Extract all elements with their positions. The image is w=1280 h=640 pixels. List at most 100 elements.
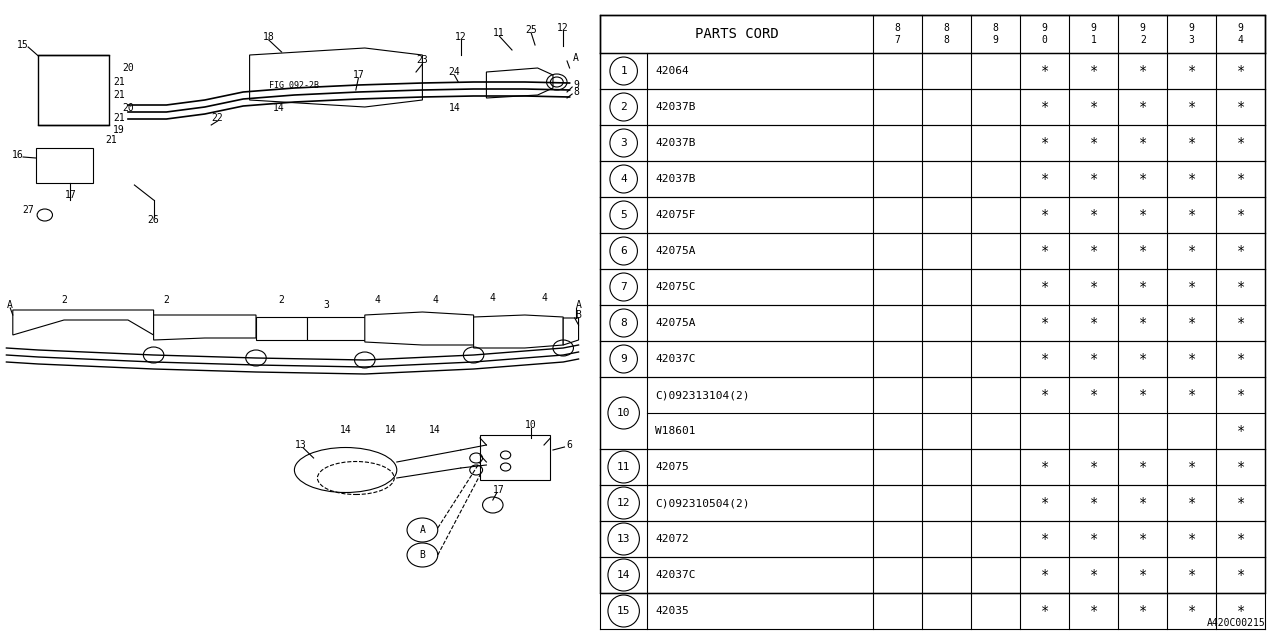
Text: 2: 2 [621, 102, 627, 112]
Text: 17: 17 [64, 190, 77, 200]
Text: *: * [1236, 100, 1245, 114]
Text: *: * [1188, 136, 1196, 150]
Text: *: * [1236, 208, 1245, 222]
Text: 5: 5 [621, 210, 627, 220]
Text: *: * [1139, 352, 1147, 366]
Text: *: * [1089, 604, 1098, 618]
Text: *: * [1188, 208, 1196, 222]
Text: *: * [1188, 352, 1196, 366]
Text: 18: 18 [262, 32, 275, 42]
Text: 12: 12 [557, 23, 570, 33]
Text: 14: 14 [339, 425, 352, 435]
Text: C)092313104(2): C)092313104(2) [655, 390, 750, 400]
Text: *: * [1139, 604, 1147, 618]
Text: 14: 14 [448, 103, 461, 113]
Polygon shape [486, 68, 553, 98]
Text: *: * [1188, 316, 1196, 330]
Text: *: * [1236, 244, 1245, 258]
Text: *: * [1236, 280, 1245, 294]
Text: B: B [420, 550, 425, 560]
Text: *: * [1139, 208, 1147, 222]
Text: 2: 2 [279, 295, 284, 305]
Text: 2: 2 [164, 295, 169, 305]
Text: *: * [1041, 352, 1048, 366]
Text: *: * [1089, 100, 1098, 114]
Text: 20: 20 [122, 63, 134, 73]
Ellipse shape [294, 447, 397, 493]
Text: 14: 14 [617, 570, 631, 580]
Text: 11: 11 [617, 462, 631, 472]
Text: *: * [1188, 568, 1196, 582]
Text: 21: 21 [113, 77, 125, 87]
Text: 42075: 42075 [655, 462, 689, 472]
Polygon shape [13, 310, 154, 335]
Text: *: * [1089, 136, 1098, 150]
Text: 42037C: 42037C [655, 570, 695, 580]
Text: *: * [1236, 352, 1245, 366]
Text: 8
7: 8 7 [895, 23, 901, 45]
Text: *: * [1236, 316, 1245, 330]
Text: 4: 4 [433, 295, 438, 305]
Text: *: * [1139, 532, 1147, 546]
Text: *: * [1139, 460, 1147, 474]
Text: 9
0: 9 0 [1042, 23, 1048, 45]
Text: C)092310504(2): C)092310504(2) [655, 498, 750, 508]
Text: *: * [1089, 460, 1098, 474]
Text: 15: 15 [17, 40, 29, 50]
Text: *: * [1089, 568, 1098, 582]
Text: 42075C: 42075C [655, 282, 695, 292]
Text: 21: 21 [113, 113, 125, 123]
Text: *: * [1139, 316, 1147, 330]
Text: *: * [1139, 136, 1147, 150]
Text: *: * [1188, 172, 1196, 186]
Text: *: * [1089, 64, 1098, 78]
Text: 2: 2 [61, 295, 67, 305]
Text: *: * [1089, 388, 1098, 402]
Text: 23: 23 [416, 55, 429, 65]
Text: 20: 20 [122, 103, 134, 113]
Text: *: * [1089, 208, 1098, 222]
Text: 4: 4 [490, 293, 495, 303]
Text: *: * [1188, 604, 1196, 618]
Text: FIG 092-2B: FIG 092-2B [269, 81, 320, 90]
Text: 12: 12 [454, 32, 467, 42]
Text: 9: 9 [573, 80, 579, 90]
Text: 22: 22 [211, 113, 224, 123]
Polygon shape [250, 48, 422, 107]
Text: *: * [1236, 424, 1245, 438]
Text: 13: 13 [294, 440, 307, 450]
Text: *: * [1089, 532, 1098, 546]
Text: *: * [1236, 388, 1245, 402]
Text: *: * [1236, 172, 1245, 186]
Text: 6: 6 [567, 440, 572, 450]
Text: A: A [576, 300, 581, 310]
Text: B: B [576, 310, 581, 320]
Text: *: * [1041, 136, 1048, 150]
Text: *: * [1041, 568, 1048, 582]
Bar [36, 148, 93, 183]
Text: 42072: 42072 [655, 534, 689, 544]
Text: 42035: 42035 [655, 606, 689, 616]
Text: 16: 16 [12, 150, 24, 160]
Text: 3: 3 [621, 138, 627, 148]
Text: *: * [1188, 64, 1196, 78]
Text: 4: 4 [541, 293, 547, 303]
Text: *: * [1041, 316, 1048, 330]
Text: *: * [1188, 244, 1196, 258]
Text: *: * [1139, 496, 1147, 510]
Text: 21: 21 [113, 90, 125, 100]
Text: 42037B: 42037B [655, 138, 695, 148]
Text: 7: 7 [621, 282, 627, 292]
Text: 8
9: 8 9 [993, 23, 998, 45]
Text: 17: 17 [352, 70, 365, 80]
Text: *: * [1236, 64, 1245, 78]
Text: 8
8: 8 8 [943, 23, 950, 45]
Text: A: A [573, 53, 579, 63]
Text: *: * [1139, 172, 1147, 186]
Text: 26: 26 [147, 215, 160, 225]
Text: *: * [1041, 532, 1048, 546]
Text: A: A [6, 300, 13, 310]
Text: 42075A: 42075A [655, 318, 695, 328]
Text: *: * [1188, 280, 1196, 294]
Text: A: A [420, 525, 425, 535]
